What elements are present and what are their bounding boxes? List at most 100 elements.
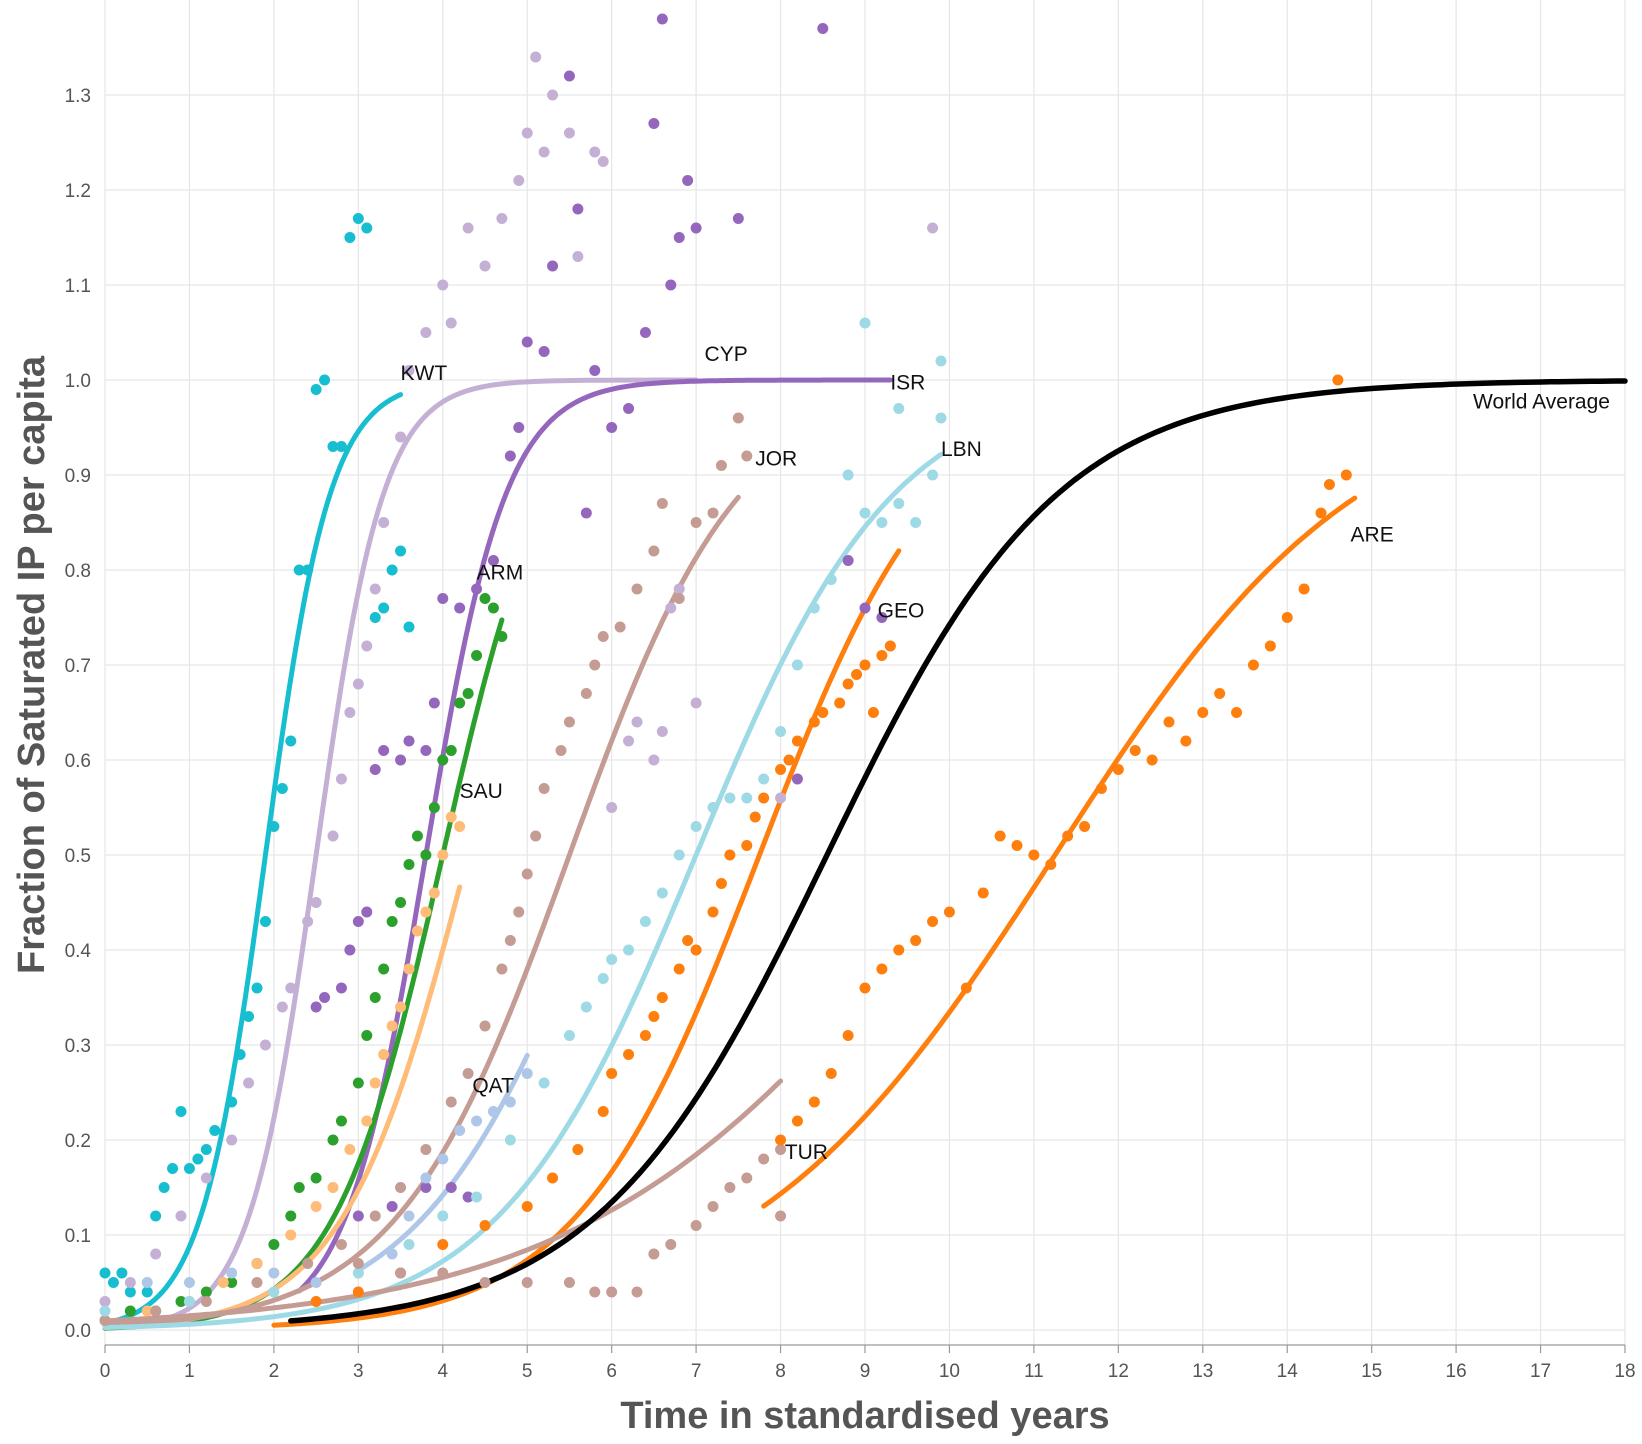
point-geo (639, 1030, 651, 1041)
point-cyp (124, 1277, 136, 1288)
point-tur (775, 1144, 787, 1155)
point-kwt (192, 1153, 204, 1165)
curve-lbn (102, 451, 944, 1330)
y-tick-label: 0.3 (65, 1036, 91, 1057)
point-lbn (403, 1239, 415, 1250)
point-cyp (352, 678, 364, 690)
point-kwt (99, 1267, 111, 1279)
point-arm (268, 1239, 280, 1250)
point-geo (775, 764, 787, 775)
label-geo: GEO (878, 600, 925, 623)
point-geo (547, 1172, 559, 1184)
point-qat (268, 1267, 280, 1279)
curve-qat (355, 1052, 530, 1273)
point-jor (673, 593, 685, 604)
y-axis-title: Fraction of Saturated IP per capita (11, 355, 53, 974)
point-isr (319, 992, 331, 1003)
label-are: ARE (1351, 524, 1394, 547)
x-tick-label: 10 (939, 1361, 960, 1382)
point-qat (226, 1267, 238, 1279)
x-tick-label: 18 (1614, 1361, 1635, 1382)
point-cyp (530, 51, 542, 63)
point-are (1112, 764, 1124, 775)
point-arm (386, 916, 398, 927)
x-tick-label: 9 (860, 1361, 871, 1382)
series-labels: KWT CYP ISR JOR LBN ARM GEO SAU QAT TUR ARE World A… (401, 343, 1610, 1164)
y-tick-label: 0.0 (65, 1321, 91, 1342)
point-cyp (589, 146, 601, 158)
point-kwt (124, 1286, 136, 1298)
y-tick-label: 1.2 (65, 181, 91, 202)
point-sau (454, 821, 466, 832)
point-lbn (893, 498, 905, 509)
point-isr (538, 346, 550, 357)
point-cyp (285, 982, 297, 994)
point-cyp (395, 431, 407, 443)
point-kwt-early (352, 1210, 364, 1222)
x-tick-label: 0 (100, 1361, 111, 1382)
point-jor (200, 1296, 212, 1307)
point-cyp (521, 127, 533, 139)
point-geo (479, 1220, 491, 1231)
point-kwt (107, 1277, 119, 1288)
point-tur (437, 1267, 449, 1279)
point-isr (791, 773, 803, 785)
point-geo (834, 697, 846, 709)
point-sau (420, 906, 432, 918)
point-are (1323, 479, 1335, 490)
point-are (1332, 374, 1344, 386)
point-cyp (572, 251, 584, 262)
point-kwt (175, 1106, 187, 1117)
point-qat (310, 1277, 322, 1288)
point-geo (876, 650, 888, 661)
point-lbn (935, 412, 947, 424)
point-jor (614, 621, 626, 633)
point-jor (538, 783, 550, 794)
point-are (1247, 659, 1259, 671)
point-arm (124, 1305, 136, 1317)
label-kwt: KWT (401, 362, 448, 385)
point-lbn (876, 517, 888, 528)
point-isr (513, 422, 525, 433)
x-axis-title: Time in standardised years (620, 1395, 1109, 1437)
point-are (893, 944, 905, 956)
point-geo (352, 1286, 364, 1298)
point-are (876, 963, 888, 975)
point-arm (403, 859, 415, 870)
point-sau (386, 1020, 398, 1032)
point-arm (445, 745, 457, 756)
y-tick-label: 0.9 (65, 466, 91, 487)
point-isr (547, 260, 559, 272)
point-isr (656, 13, 668, 25)
point-cyp (327, 830, 339, 842)
point-geo (648, 1011, 660, 1022)
point-lbn (927, 469, 939, 481)
point-cyp (335, 773, 347, 785)
point-jor (707, 507, 719, 519)
point-jor (445, 1096, 457, 1108)
point-kwt (386, 564, 398, 576)
point-geo (656, 992, 668, 1003)
point-sau (378, 1049, 390, 1060)
point-cyp (302, 916, 314, 927)
point-jor (732, 412, 744, 424)
point-isr (310, 1001, 322, 1013)
point-lbn (893, 403, 905, 414)
point-tur (631, 1286, 643, 1298)
curve-kwt (102, 392, 404, 1326)
point-geo (791, 735, 803, 747)
point-jor (99, 1315, 111, 1326)
point-arm (293, 1182, 305, 1193)
point-are (1062, 830, 1074, 842)
point-cyp (496, 213, 508, 224)
point-are (1197, 707, 1209, 718)
point-arm (395, 897, 407, 908)
point-kwt (226, 1096, 238, 1108)
point-are (1095, 783, 1107, 794)
x-tick-label: 12 (1108, 1361, 1129, 1382)
point-cyp (150, 1248, 162, 1260)
point-arm (352, 1077, 364, 1089)
x-tick-label: 17 (1530, 1361, 1551, 1382)
point-sau (395, 1001, 407, 1013)
